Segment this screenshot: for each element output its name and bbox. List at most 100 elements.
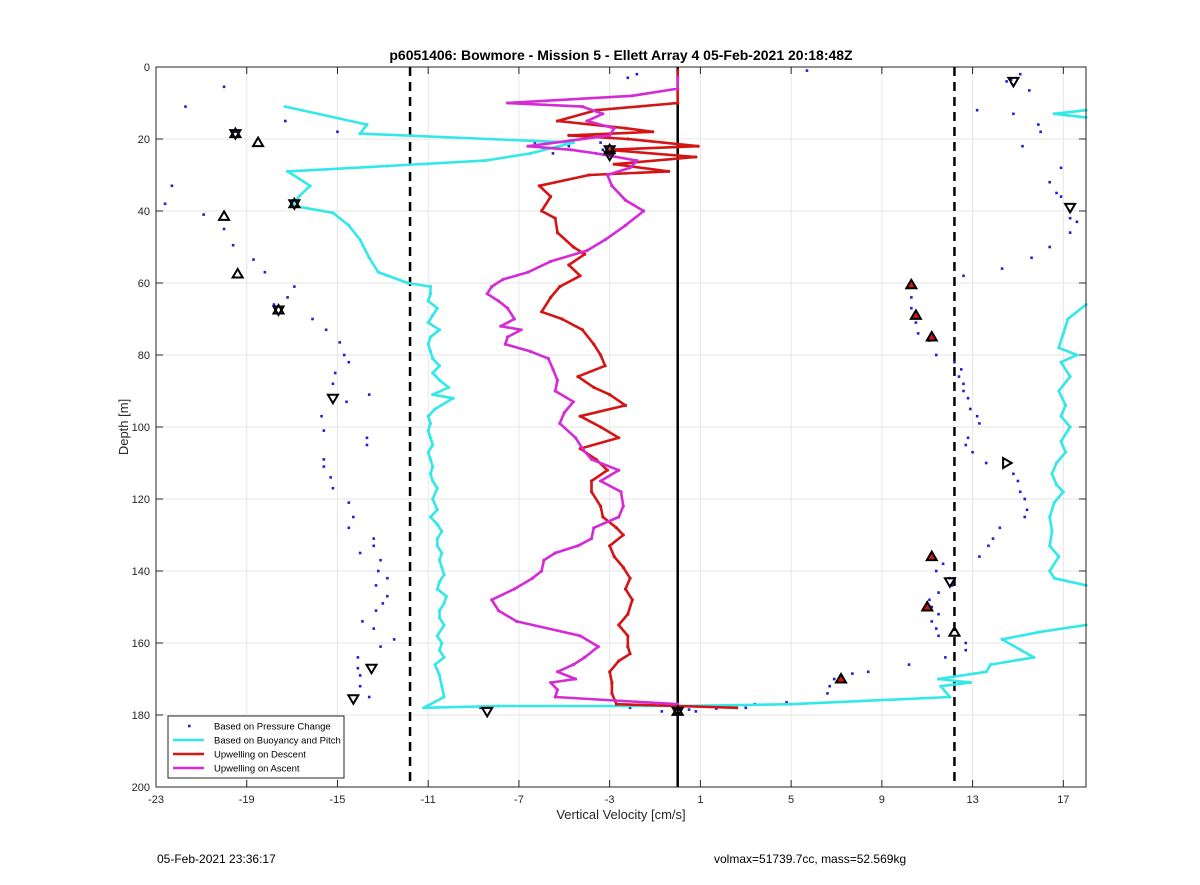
pressure-change-point [358, 684, 362, 688]
y-tick-label: 100 [132, 422, 150, 434]
pressure-change-point [333, 371, 337, 375]
x-tick-label: -3 [605, 794, 615, 806]
pressure-change-point [962, 382, 965, 386]
x-tick-label: 13 [966, 794, 978, 806]
pressure-change-point [998, 526, 1002, 530]
series-point [505, 306, 510, 310]
series-point [623, 403, 628, 407]
pressure-change-point [941, 562, 945, 566]
x-tick-label: 17 [1057, 794, 1069, 806]
series-point [589, 537, 594, 541]
pressure-change-point [930, 605, 934, 609]
series-point [499, 324, 503, 328]
series-point [603, 364, 607, 368]
pressure-change-point [744, 706, 748, 710]
x-tick-label: -15 [330, 794, 346, 806]
series-point [555, 670, 560, 674]
series-point [442, 601, 446, 606]
up-triangle-marker [217, 209, 231, 221]
series-point [526, 144, 530, 148]
pressure-change-point [805, 69, 809, 72]
series-point [512, 587, 516, 591]
pressure-change-point [372, 537, 376, 540]
series-point [605, 468, 609, 472]
pressure-change-point [851, 672, 854, 675]
pressure-change-point [907, 663, 911, 666]
pressure-change-point [222, 85, 226, 89]
series-point [592, 342, 596, 346]
pressure-change-point [358, 674, 362, 677]
series-point [437, 673, 442, 678]
series-point [984, 670, 988, 674]
chart-title: p6051406: Bowmore - Mission 5 - Ellett A… [389, 47, 853, 63]
y-tick-label: 200 [132, 782, 150, 794]
series-point [578, 414, 582, 418]
pressure-change-point [338, 341, 342, 344]
down-triangle-marker [364, 663, 379, 676]
series-point [528, 151, 532, 155]
series-point [696, 144, 700, 148]
series-point [936, 677, 941, 681]
series-point [626, 645, 630, 649]
series-point [676, 702, 680, 706]
pressure-change-point [934, 627, 938, 630]
series-point [540, 209, 544, 213]
pressure-change-point [962, 274, 965, 278]
pressure-change-point [234, 130, 237, 134]
series-point [1057, 555, 1061, 559]
series-point [735, 706, 739, 710]
series-point [558, 421, 562, 425]
pressure-change-point [386, 594, 389, 598]
series-point [676, 101, 680, 105]
pressure-change-point [347, 360, 351, 364]
series-point [574, 677, 578, 681]
series-point [608, 544, 612, 548]
pressure-change-point [184, 105, 187, 108]
series-point [630, 598, 634, 602]
pressure-change-point [551, 152, 555, 155]
series-point [621, 565, 625, 570]
series-point [551, 367, 555, 371]
series-point [601, 515, 605, 519]
series-point [617, 659, 621, 663]
series-point [617, 468, 621, 472]
series-point [569, 148, 573, 152]
series-point [1061, 331, 1065, 335]
series-point [553, 695, 557, 699]
pressure-change-point [944, 656, 947, 659]
series-point [667, 169, 671, 173]
series-point [1059, 360, 1063, 364]
pressure-change-point [345, 400, 348, 404]
series-point [1057, 389, 1061, 393]
series-point [571, 400, 575, 404]
series-point [435, 508, 439, 512]
series-point [594, 151, 598, 155]
pressure-change-point [367, 393, 371, 396]
series-point [1063, 450, 1068, 454]
series-point [526, 270, 530, 274]
series-point [483, 159, 487, 163]
series-point [567, 263, 571, 267]
series-point [505, 101, 510, 105]
y-axis-label: Depth [m] [116, 399, 131, 455]
y-tick-label: 160 [132, 638, 150, 650]
pressure-change-point [252, 258, 255, 261]
series-point [433, 407, 437, 411]
pressure-change-point [392, 638, 396, 641]
series-point [428, 457, 433, 461]
pressure-change-point [1059, 166, 1063, 170]
pressure-change-point [567, 144, 571, 148]
series-point [555, 119, 560, 123]
series-point [530, 576, 535, 580]
pressure-change-point [1023, 497, 1027, 501]
pressure-change-point [376, 569, 380, 573]
pressure-change-point [1000, 267, 1004, 270]
series-point [437, 616, 442, 620]
pressure-change-point [202, 213, 205, 216]
pressure-change-point [361, 620, 364, 623]
pressure-change-point [479, 706, 482, 710]
pressure-change-point [635, 72, 639, 76]
pressure-change-point [1012, 112, 1015, 116]
series-point [578, 274, 582, 278]
pressure-change-point [231, 243, 235, 247]
